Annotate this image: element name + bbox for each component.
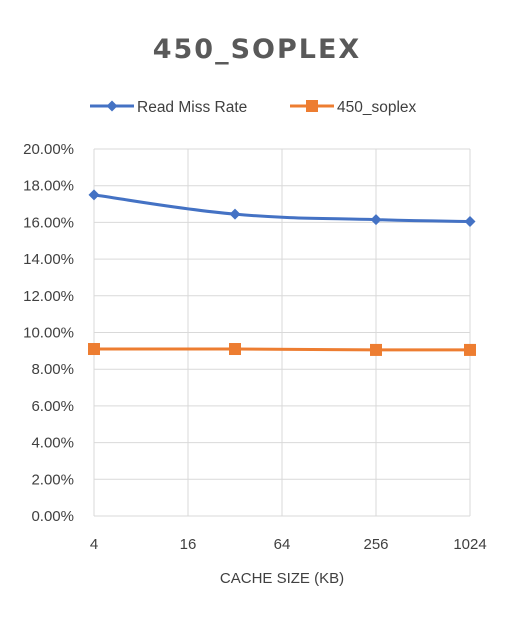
diamond-marker [229,208,241,220]
y-tick-label: 12.00% [23,288,74,305]
legend-item: 450_soplex [290,99,417,116]
square-marker [464,343,476,356]
y-tick-label: 18.00% [23,178,74,195]
y-tick-label: 6.00% [31,398,74,415]
y-tick-label: 8.00% [31,361,74,378]
gridlines [93,148,471,517]
diamond-marker [370,214,382,226]
y-tick-label: 0.00% [31,508,74,525]
series-line [93,193,471,223]
square-marker [370,343,382,356]
x-tick-label: 256 [363,536,388,553]
series-2 [88,343,476,356]
series-1 [88,189,476,227]
legend-label: 450_soplex [337,99,417,116]
diamond-marker [88,189,100,201]
y-tick-label: 20.00% [23,141,74,158]
square-marker [88,343,100,356]
legend: Read Miss Rate 450_soplex [90,99,417,116]
diamond-marker [464,215,476,227]
x-tick-label: 4 [90,536,98,553]
y-tick-label: 10.00% [23,325,74,342]
legend-item: Read Miss Rate [90,99,247,116]
y-axis-tick-labels: 0.00% 2.00% 4.00% 6.00% 8.00% 10.00% 12.00% 14.… [23,141,74,525]
series-line [93,347,471,352]
y-tick-label: 4.00% [31,435,74,452]
series-group [88,189,476,356]
y-tick-label: 2.00% [31,471,74,488]
diamond-marker [106,100,118,112]
y-tick-label: 16.00% [23,214,74,231]
x-tick-label: 16 [180,536,197,553]
square-marker [229,343,241,356]
x-axis-tick-labels: 4 16 64 256 1024 [90,536,487,553]
y-tick-label: 14.00% [23,251,74,268]
x-axis-label: CACHE SIZE (KB) [220,570,344,587]
legend-label: Read Miss Rate [137,99,247,116]
x-tick-label: 1024 [453,536,486,553]
x-tick-label: 64 [274,536,291,553]
chart-title: 450_SOPLEX [153,34,362,65]
square-marker [306,100,318,112]
